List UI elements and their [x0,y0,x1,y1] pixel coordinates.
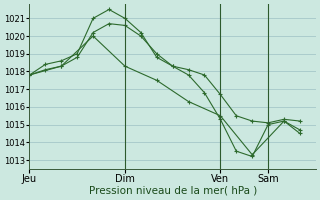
X-axis label: Pression niveau de la mer( hPa ): Pression niveau de la mer( hPa ) [89,186,257,196]
